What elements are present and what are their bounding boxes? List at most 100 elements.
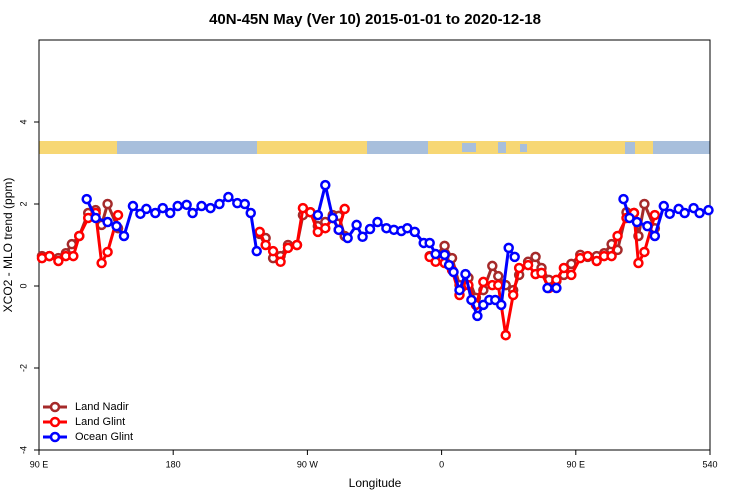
sea-patch bbox=[498, 142, 506, 153]
data-point bbox=[631, 216, 643, 228]
y-tick-label: 2 bbox=[18, 201, 28, 206]
data-point bbox=[454, 284, 465, 296]
x-axis-label: Longitude bbox=[349, 476, 402, 490]
data-point bbox=[507, 289, 519, 301]
x-tick-label: 180 bbox=[166, 459, 181, 469]
data-point bbox=[513, 262, 525, 274]
legend-marker bbox=[49, 401, 61, 413]
data-point bbox=[357, 231, 368, 243]
data-point bbox=[409, 226, 421, 238]
x-tick-label: 0 bbox=[439, 459, 444, 469]
data-point bbox=[164, 207, 176, 219]
data-point bbox=[275, 256, 286, 268]
data-point bbox=[96, 257, 107, 269]
data-point bbox=[642, 220, 653, 232]
legend-label: Ocean Glint bbox=[75, 431, 133, 443]
data-point bbox=[333, 224, 344, 236]
data-point bbox=[282, 242, 294, 254]
y-tick-label: 0 bbox=[18, 283, 28, 288]
data-point bbox=[493, 270, 504, 282]
data-point bbox=[612, 230, 623, 242]
y-axis-label: XCO2 - MLO trend (ppm) bbox=[1, 178, 15, 313]
data-point bbox=[90, 212, 101, 224]
data-point bbox=[460, 268, 471, 280]
x-tick-label: 90 E bbox=[567, 459, 586, 469]
data-point bbox=[566, 269, 577, 281]
legend-label: Land Glint bbox=[75, 416, 125, 428]
data-point bbox=[187, 207, 198, 219]
y-tick-label: -4 bbox=[18, 446, 28, 454]
data-point bbox=[102, 246, 113, 258]
data-point bbox=[112, 209, 124, 221]
data-point bbox=[424, 237, 435, 249]
data-point bbox=[157, 202, 169, 214]
data-point bbox=[633, 257, 644, 269]
y-tick-label: 4 bbox=[18, 119, 28, 124]
data-point bbox=[439, 240, 450, 252]
data-point bbox=[205, 202, 216, 214]
data-point bbox=[664, 208, 675, 220]
data-point bbox=[320, 222, 331, 234]
data-point bbox=[150, 207, 161, 219]
legend-label: Land Nadir bbox=[75, 401, 129, 413]
data-point bbox=[624, 212, 635, 224]
series-line bbox=[41, 198, 657, 301]
data-point bbox=[551, 274, 562, 286]
data-point bbox=[172, 200, 183, 212]
land-band bbox=[257, 141, 367, 154]
data-point bbox=[291, 239, 303, 251]
data-point bbox=[320, 179, 331, 191]
data-point bbox=[503, 242, 514, 254]
data-point bbox=[649, 230, 661, 242]
data-point bbox=[351, 219, 362, 231]
x-tick-label: 90 E bbox=[30, 459, 49, 469]
data-point bbox=[223, 191, 234, 203]
data-point bbox=[522, 259, 534, 271]
data-point bbox=[558, 262, 570, 274]
data-point bbox=[679, 207, 690, 219]
data-point bbox=[639, 198, 650, 210]
sea-patch bbox=[462, 143, 476, 152]
data-point bbox=[500, 329, 511, 341]
data-point bbox=[606, 250, 617, 262]
data-point bbox=[251, 245, 262, 257]
data-point bbox=[509, 251, 520, 263]
data-point bbox=[495, 299, 507, 311]
data-point bbox=[327, 212, 338, 224]
data-point bbox=[74, 230, 85, 242]
data-point bbox=[44, 250, 55, 262]
data-point bbox=[443, 259, 455, 271]
data-point bbox=[364, 223, 376, 235]
data-point bbox=[639, 246, 650, 258]
data-point bbox=[478, 276, 489, 288]
data-point bbox=[536, 267, 547, 279]
data-point bbox=[530, 251, 541, 263]
data-point bbox=[658, 200, 670, 212]
data-point bbox=[312, 209, 324, 221]
data-point bbox=[68, 250, 79, 262]
data-point bbox=[267, 245, 279, 257]
data-point bbox=[618, 193, 629, 205]
data-point bbox=[102, 198, 113, 210]
sea-patch bbox=[520, 144, 527, 152]
x-tick-label: 540 bbox=[702, 459, 717, 469]
data-point bbox=[703, 204, 714, 216]
data-point bbox=[591, 255, 602, 267]
data-point bbox=[472, 310, 483, 322]
data-point bbox=[260, 239, 271, 251]
data-point bbox=[430, 248, 441, 260]
data-point bbox=[214, 198, 225, 210]
data-point bbox=[239, 198, 251, 210]
data-point bbox=[141, 203, 152, 215]
land-band bbox=[428, 141, 653, 154]
data-point bbox=[102, 216, 113, 228]
y-tick-label: -2 bbox=[18, 364, 28, 372]
x-tick-label: 90 W bbox=[297, 459, 319, 469]
data-point bbox=[53, 255, 64, 267]
data-point bbox=[339, 203, 350, 215]
data-point bbox=[111, 220, 122, 232]
land-band bbox=[39, 141, 117, 154]
data-point bbox=[542, 282, 553, 294]
sea-patch bbox=[625, 142, 635, 154]
data-point bbox=[493, 279, 504, 291]
